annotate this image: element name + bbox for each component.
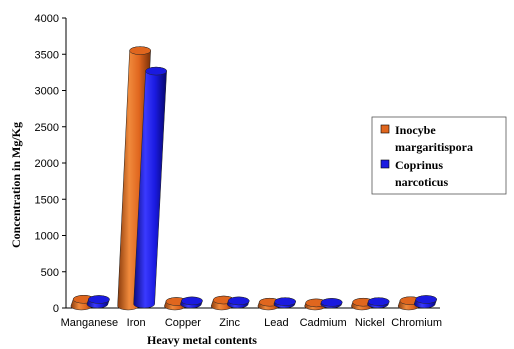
y-tick-label-2500: 2500 — [35, 122, 59, 134]
legend-swatch-coprinus — [380, 159, 390, 169]
bar-coprinus-narcoticus-nickel — [367, 297, 390, 309]
bar-inocybe-margaritispora-iron — [117, 46, 151, 311]
y-tick-label-4000: 4000 — [35, 13, 59, 25]
y-tick-label-0: 0 — [53, 303, 59, 315]
plot-area — [70, 46, 437, 311]
x-tick-label-manganese: Manganese — [61, 317, 119, 329]
legend-label-coprinus-1: Coprinus — [395, 158, 443, 172]
x-tick-label-lead: Lead — [264, 317, 288, 329]
bar-coprinus-narcoticus-chromium — [413, 295, 437, 309]
x-tick-label-iron: Iron — [127, 317, 146, 329]
legend: Inocybe margaritispora Coprinus narcotic… — [371, 116, 507, 195]
bar-coprinus-narcoticus-manganese — [86, 295, 110, 309]
y-tick-label-2000: 2000 — [35, 158, 59, 170]
y-axis: 0 500 1000 1500 2000 2500 3000 3500 4000 — [35, 13, 67, 315]
x-tick-label-copper: Copper — [165, 317, 201, 329]
x-axis-title: Heavy metal contents — [147, 333, 257, 347]
bar-coprinus-narcoticus-cadmium — [320, 298, 343, 309]
y-tick-label-1000: 1000 — [35, 231, 59, 243]
legend-label-coprinus-2: narcoticus — [395, 175, 448, 189]
y-axis-title: Concentration in Mg/Kg — [9, 122, 23, 248]
legend-label-inocybe-2: margaritispora — [395, 140, 473, 154]
y-tick-label-3000: 3000 — [35, 86, 59, 98]
x-tick-label-nickel: Nickel — [355, 317, 385, 329]
y-tick-label-3500: 3500 — [35, 49, 59, 61]
y-tick-label-500: 500 — [41, 267, 59, 279]
legend-label-inocybe-1: Inocybe — [395, 123, 436, 137]
x-axis: Manganese Iron Copper Zinc Lead Cadmium Nickel… — [61, 307, 442, 329]
legend-box — [371, 116, 507, 195]
bar-coprinus-narcoticus-iron — [133, 66, 167, 309]
bar-coprinus-narcoticus-copper — [180, 296, 203, 309]
bar-coprinus-narcoticus-zinc — [226, 296, 250, 309]
bar-coprinus-narcoticus-lead — [273, 297, 296, 309]
y-tick-label-1500: 1500 — [35, 194, 59, 206]
x-tick-label-chromium: Chromium — [391, 317, 442, 329]
x-tick-label-cadmium: Cadmium — [300, 317, 347, 329]
legend-swatch-inocybe — [380, 124, 390, 134]
x-tick-label-zinc: Zinc — [219, 317, 240, 329]
